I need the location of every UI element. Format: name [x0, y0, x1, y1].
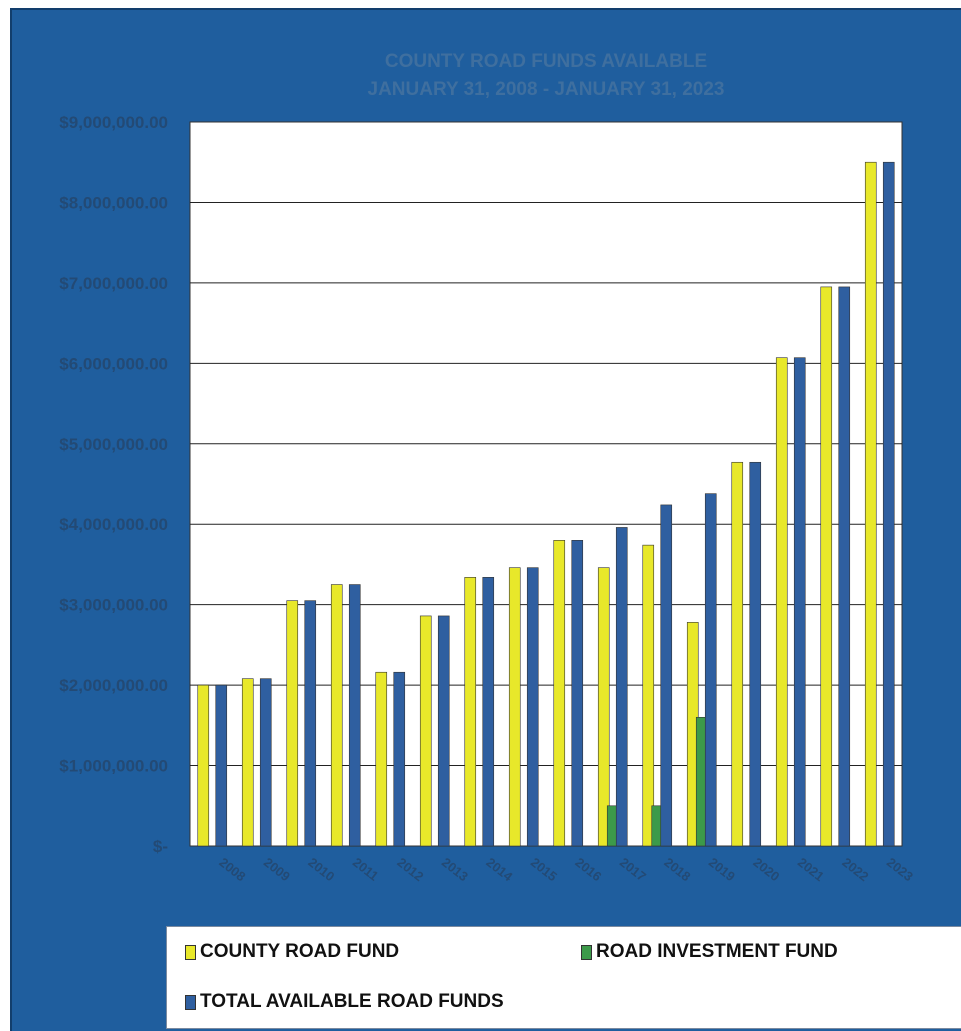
bar-total-available-road-funds — [526, 567, 539, 847]
y-tick-label: $8,000,000.00 — [59, 193, 168, 212]
y-tick-label: $5,000,000.00 — [59, 435, 168, 454]
bar-county-road-fund — [241, 678, 254, 847]
x-tick-label: 2018 — [661, 855, 693, 885]
chart-subtitle: JANUARY 31, 2008 - JANUARY 31, 2023 — [368, 79, 725, 100]
x-tick-label: 2013 — [439, 855, 471, 885]
x-tick-label: 2014 — [483, 855, 516, 885]
y-tick-label: $2,000,000.00 — [59, 676, 168, 695]
bar-county-road-fund — [419, 615, 432, 847]
bar-total-available-road-funds — [393, 671, 406, 847]
x-tick-label: 2021 — [795, 855, 827, 885]
y-tick-label: $7,000,000.00 — [59, 274, 168, 293]
x-tick-label: 2016 — [572, 855, 604, 885]
bar-county-road-fund — [508, 567, 521, 847]
y-tick-label: $1,000,000.00 — [59, 757, 168, 776]
bar-county-road-fund — [330, 584, 343, 847]
bar-county-road-fund — [642, 544, 655, 847]
bar-county-road-fund — [553, 540, 566, 847]
x-tick-label: 2022 — [839, 855, 871, 885]
legend-swatch-road-investment-fund — [581, 944, 592, 960]
bar-county-road-fund — [197, 684, 210, 847]
legend-item-county-road-fund: COUNTY ROAD FUND — [185, 941, 399, 963]
legend-item-road-investment-fund: ROAD INVESTMENT FUND — [581, 941, 838, 963]
bar-total-available-road-funds — [882, 161, 895, 847]
bar-county-road-fund — [286, 600, 299, 847]
x-tick-label: 2008 — [216, 855, 248, 885]
bar-total-available-road-funds — [793, 357, 806, 847]
bar-total-available-road-funds — [259, 678, 272, 847]
x-tick-label: 2009 — [261, 855, 293, 885]
bar-county-road-fund — [731, 461, 744, 847]
x-axis: 2008 2009 2010 2011 2012 2013 2014 2015 2016 2017… — [216, 855, 916, 885]
bar-total-available-road-funds — [482, 577, 495, 847]
legend-label: ROAD INVESTMENT FUND — [596, 941, 838, 962]
bar-county-road-fund — [864, 161, 877, 847]
bar-total-available-road-funds — [749, 461, 762, 847]
bar-total-available-road-funds — [615, 527, 628, 847]
y-tick-label: $6,000,000.00 — [59, 354, 168, 373]
bar-county-road-fund — [464, 577, 477, 847]
y-tick-label: $9,000,000.00 — [59, 113, 168, 132]
x-tick-label: 2011 — [350, 855, 381, 884]
y-tick-label: $4,000,000.00 — [59, 515, 168, 534]
bar-county-road-fund — [820, 286, 833, 847]
y-axis: $- $1,000,000.00 $2,000,000.00 $3,000,000.0… — [59, 113, 168, 856]
legend: COUNTY ROAD FUND ROAD INVESTMENT FUND TO… — [166, 926, 961, 1029]
legend-swatch-total-available-road-funds — [185, 994, 196, 1010]
x-tick-label: 2020 — [750, 855, 782, 885]
legend-swatch-county-road-fund — [185, 944, 196, 960]
chart-title: COUNTY ROAD FUNDS AVAILABLE — [385, 51, 707, 72]
bar-county-road-fund — [775, 357, 788, 847]
bar-county-road-fund — [597, 567, 610, 847]
legend-label: COUNTY ROAD FUND — [200, 941, 400, 962]
x-tick-label: 2019 — [706, 855, 738, 885]
bar-total-available-road-funds — [704, 493, 717, 847]
bar-total-available-road-funds — [215, 684, 228, 847]
bar-total-available-road-funds — [304, 600, 317, 847]
x-tick-label: 2023 — [884, 855, 916, 885]
bar-total-available-road-funds — [660, 504, 673, 847]
x-tick-label: 2017 — [617, 855, 649, 885]
legend-label: TOTAL AVAILABLE ROAD FUNDS — [200, 991, 504, 1012]
x-tick-label: 2012 — [394, 855, 426, 885]
bar-total-available-road-funds — [571, 540, 584, 847]
y-tick-label: $- — [153, 837, 168, 856]
bar-total-available-road-funds — [437, 615, 450, 847]
bar-total-available-road-funds — [838, 286, 851, 847]
legend-item-total-available-road-funds: TOTAL AVAILABLE ROAD FUNDS — [185, 991, 504, 1013]
bar-county-road-fund — [375, 671, 388, 847]
x-tick-label: 2015 — [528, 855, 560, 885]
y-tick-label: $3,000,000.00 — [59, 596, 168, 615]
bars — [197, 161, 895, 847]
bar-total-available-road-funds — [348, 584, 361, 847]
x-tick-label: 2010 — [305, 855, 337, 885]
